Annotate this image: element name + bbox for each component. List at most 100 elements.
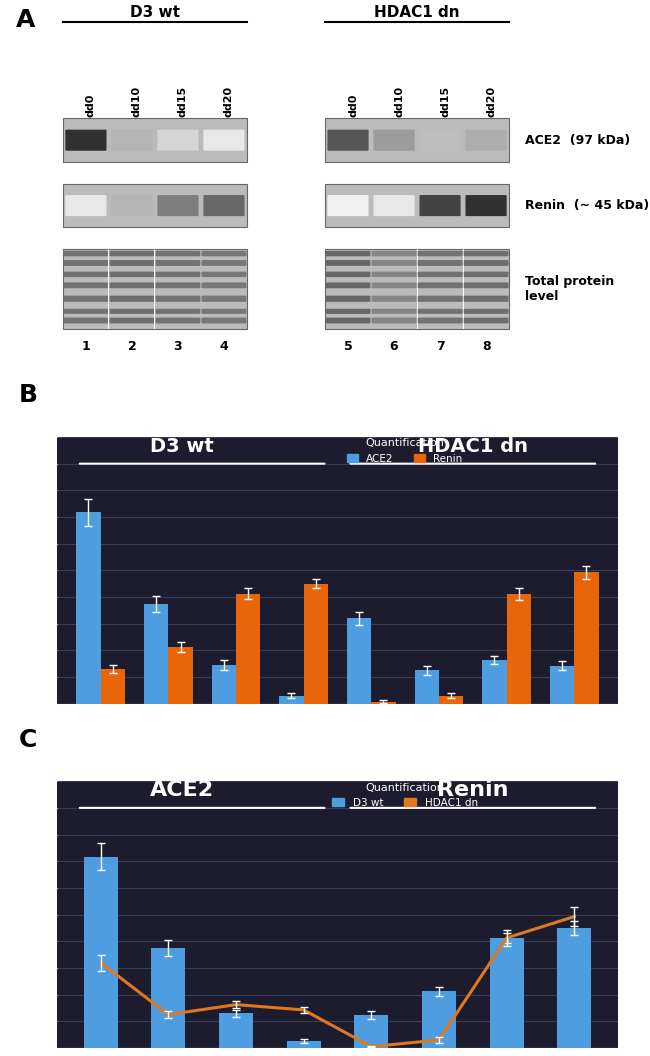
Text: dd20: dd20 bbox=[486, 86, 496, 116]
Text: dd15: dd15 bbox=[178, 86, 188, 116]
FancyBboxPatch shape bbox=[372, 260, 417, 266]
FancyBboxPatch shape bbox=[328, 130, 369, 151]
FancyBboxPatch shape bbox=[374, 195, 415, 216]
FancyBboxPatch shape bbox=[465, 130, 506, 151]
FancyBboxPatch shape bbox=[372, 282, 417, 288]
FancyBboxPatch shape bbox=[463, 296, 508, 302]
FancyBboxPatch shape bbox=[66, 130, 107, 151]
FancyBboxPatch shape bbox=[64, 271, 109, 277]
FancyBboxPatch shape bbox=[419, 195, 461, 216]
FancyBboxPatch shape bbox=[64, 296, 109, 302]
Text: 1: 1 bbox=[81, 340, 90, 353]
FancyBboxPatch shape bbox=[463, 282, 508, 288]
Text: 6: 6 bbox=[390, 340, 398, 353]
FancyBboxPatch shape bbox=[463, 318, 508, 323]
FancyBboxPatch shape bbox=[110, 308, 154, 314]
Bar bbox=[63, 184, 247, 227]
FancyBboxPatch shape bbox=[418, 318, 462, 323]
Text: 7: 7 bbox=[436, 340, 445, 353]
FancyBboxPatch shape bbox=[372, 318, 417, 323]
FancyBboxPatch shape bbox=[110, 282, 154, 288]
FancyBboxPatch shape bbox=[326, 251, 370, 257]
FancyBboxPatch shape bbox=[202, 296, 246, 302]
FancyBboxPatch shape bbox=[418, 296, 462, 302]
Text: dd20: dd20 bbox=[224, 86, 234, 116]
FancyBboxPatch shape bbox=[202, 260, 246, 266]
FancyBboxPatch shape bbox=[326, 260, 370, 266]
Bar bbox=[325, 118, 509, 162]
FancyBboxPatch shape bbox=[155, 251, 200, 257]
FancyBboxPatch shape bbox=[155, 296, 200, 302]
Text: dd10: dd10 bbox=[394, 86, 404, 116]
FancyBboxPatch shape bbox=[155, 260, 200, 266]
Text: dd10: dd10 bbox=[132, 86, 142, 116]
Text: 5: 5 bbox=[344, 340, 352, 353]
FancyBboxPatch shape bbox=[372, 251, 417, 257]
Text: ACE2  (97 kDa): ACE2 (97 kDa) bbox=[525, 134, 630, 147]
FancyBboxPatch shape bbox=[155, 271, 200, 277]
FancyBboxPatch shape bbox=[110, 318, 154, 323]
FancyBboxPatch shape bbox=[202, 308, 246, 314]
FancyBboxPatch shape bbox=[418, 271, 462, 277]
FancyBboxPatch shape bbox=[155, 318, 200, 323]
FancyBboxPatch shape bbox=[465, 195, 506, 216]
FancyBboxPatch shape bbox=[463, 251, 508, 257]
Text: 3: 3 bbox=[174, 340, 182, 353]
FancyBboxPatch shape bbox=[463, 260, 508, 266]
Bar bbox=[370, 249, 372, 329]
Text: dd0: dd0 bbox=[348, 93, 358, 116]
Text: dd15: dd15 bbox=[440, 86, 450, 116]
FancyBboxPatch shape bbox=[326, 318, 370, 323]
FancyBboxPatch shape bbox=[155, 308, 200, 314]
FancyBboxPatch shape bbox=[157, 130, 198, 151]
FancyBboxPatch shape bbox=[66, 195, 107, 216]
Text: Renin  (∼ 45 kDa): Renin (∼ 45 kDa) bbox=[525, 200, 649, 212]
FancyBboxPatch shape bbox=[372, 296, 417, 302]
FancyBboxPatch shape bbox=[64, 308, 109, 314]
FancyBboxPatch shape bbox=[326, 271, 370, 277]
FancyBboxPatch shape bbox=[155, 282, 200, 288]
Text: D3 wt: D3 wt bbox=[130, 4, 180, 20]
Text: C: C bbox=[20, 728, 38, 752]
FancyBboxPatch shape bbox=[418, 251, 462, 257]
FancyBboxPatch shape bbox=[418, 282, 462, 288]
FancyBboxPatch shape bbox=[203, 195, 244, 216]
Bar bbox=[200, 249, 202, 329]
FancyBboxPatch shape bbox=[328, 195, 369, 216]
Bar bbox=[325, 249, 509, 329]
FancyBboxPatch shape bbox=[203, 130, 244, 151]
FancyBboxPatch shape bbox=[419, 130, 461, 151]
Text: 2: 2 bbox=[127, 340, 136, 353]
FancyBboxPatch shape bbox=[111, 130, 153, 151]
FancyBboxPatch shape bbox=[202, 271, 246, 277]
FancyBboxPatch shape bbox=[372, 308, 417, 314]
FancyBboxPatch shape bbox=[418, 260, 462, 266]
FancyBboxPatch shape bbox=[463, 271, 508, 277]
FancyBboxPatch shape bbox=[418, 308, 462, 314]
FancyBboxPatch shape bbox=[64, 282, 109, 288]
FancyBboxPatch shape bbox=[326, 308, 370, 314]
FancyBboxPatch shape bbox=[374, 130, 415, 151]
Text: 8: 8 bbox=[482, 340, 490, 353]
Text: HDAC1 dn: HDAC1 dn bbox=[374, 4, 460, 20]
FancyBboxPatch shape bbox=[463, 308, 508, 314]
FancyBboxPatch shape bbox=[110, 251, 154, 257]
Text: dd0: dd0 bbox=[86, 93, 96, 116]
Bar bbox=[325, 184, 509, 227]
FancyBboxPatch shape bbox=[202, 318, 246, 323]
Text: Total protein
level: Total protein level bbox=[525, 276, 614, 303]
FancyBboxPatch shape bbox=[202, 282, 246, 288]
Text: B: B bbox=[20, 383, 38, 408]
FancyBboxPatch shape bbox=[64, 318, 109, 323]
FancyBboxPatch shape bbox=[326, 296, 370, 302]
FancyBboxPatch shape bbox=[326, 282, 370, 288]
Bar bbox=[63, 249, 247, 329]
FancyBboxPatch shape bbox=[110, 260, 154, 266]
FancyBboxPatch shape bbox=[64, 260, 109, 266]
FancyBboxPatch shape bbox=[372, 271, 417, 277]
FancyBboxPatch shape bbox=[202, 251, 246, 257]
Text: 4: 4 bbox=[220, 340, 228, 353]
FancyBboxPatch shape bbox=[110, 271, 154, 277]
Bar bbox=[63, 118, 247, 162]
FancyBboxPatch shape bbox=[110, 296, 154, 302]
